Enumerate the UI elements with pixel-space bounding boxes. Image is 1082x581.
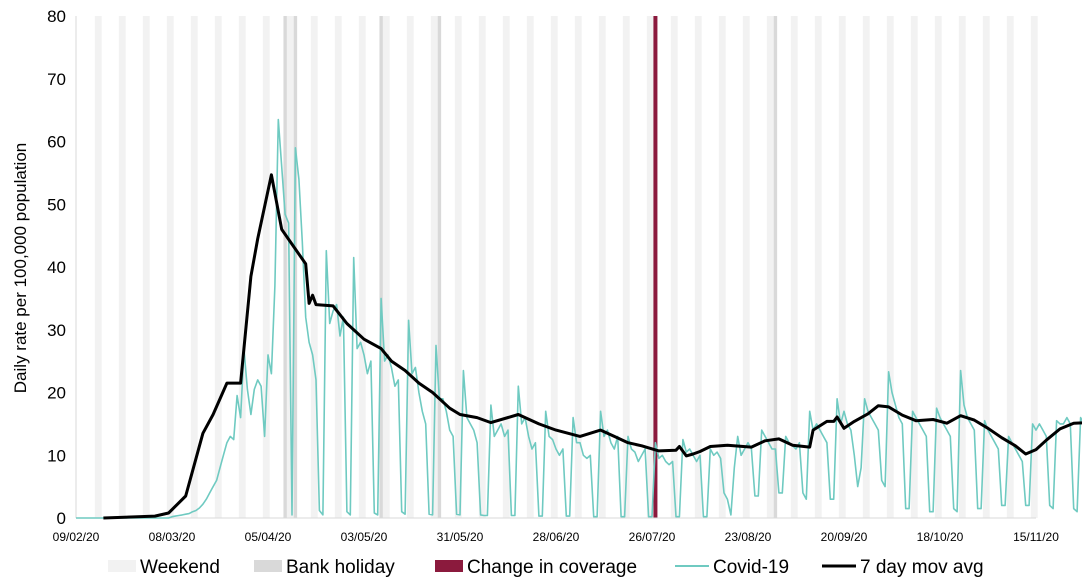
legend-swatch-2 [435,560,463,572]
y-tick-labels: 0 10 20 30 40 50 60 70 80 [47,7,66,528]
weekend-band [526,16,534,518]
legend-label: Covid-19 [713,557,789,578]
weekend-band [814,16,822,518]
weekend-band [118,16,126,518]
y-tick-label: 30 [47,321,66,340]
y-tick-label: 40 [47,258,66,277]
weekend-band [262,16,270,518]
weekend-band [790,16,798,518]
weekend-band [94,16,102,518]
x-tick-label: 28/06/20 [533,530,580,544]
legend-swatch-1 [254,560,282,572]
x-tick-label: 26/07/20 [629,530,676,544]
weekend-band [886,16,894,518]
weekend-band [646,16,654,518]
weekend-band [766,16,774,518]
coverage-change-line [653,16,658,518]
series-layer [76,118,1082,520]
weekend-band [622,16,630,518]
y-tick-label: 50 [47,195,66,214]
legend-label: Bank holiday [286,557,395,578]
legend-label: 7 day mov avg [860,557,984,578]
x-tick-label: 05/04/20 [245,530,292,544]
bank-holiday-band [773,16,778,518]
x-tick-label: 03/05/20 [341,530,388,544]
legend-swatch-0 [108,560,136,572]
y-tick-label: 10 [47,446,66,465]
weekend-band [214,16,222,518]
weekend-band [574,16,582,518]
weekend-band [358,16,366,518]
x-tick-label: 08/03/20 [149,530,196,544]
weekend-band [382,16,390,518]
7-day-moving-average-line [103,173,1082,520]
legend-label: Change in coverage [467,557,637,578]
weekend-band [838,16,846,518]
weekend-band [862,16,870,518]
weekend-band [142,16,150,518]
y-tick-label: 20 [47,384,66,403]
weekend-band [1030,16,1038,518]
weekend-band [934,16,942,518]
bank-holiday-band [293,16,298,518]
x-tick-label: 18/10/20 [917,530,964,544]
x-tick-label: 31/05/20 [437,530,484,544]
weekend-band [1006,16,1014,518]
weekend-band [550,16,558,518]
weekend-band [670,16,678,518]
bank-holiday-band [437,16,442,518]
weekend-band [502,16,510,518]
weekend-band [454,16,462,518]
weekend-band [742,16,750,518]
x-tick-label: 23/08/20 [725,530,772,544]
weekend-band [910,16,918,518]
y-axis-label: Daily rate per 100,000 population [11,143,30,393]
bank-holiday-band [283,16,287,518]
weekend-band [238,16,246,518]
weekend-band [958,16,966,518]
x-tick-labels: 09/02/20 08/03/20 05/04/20 03/05/20 31/05/20… [53,530,1060,544]
x-tick-label: 09/02/20 [53,530,100,544]
background-bands [94,16,1038,518]
y-tick-label: 60 [47,133,66,152]
weekend-band [430,16,438,518]
weekend-band [406,16,414,518]
weekend-band [334,16,342,518]
weekend-band [166,16,174,518]
weekend-band [982,16,990,518]
x-tick-label: 20/09/20 [821,530,868,544]
x-tick-label: 15/11/20 [1013,530,1059,544]
y-tick-label: 0 [57,509,66,528]
axes [75,16,1036,519]
covid-19-series-line [76,118,1082,519]
weekend-band [694,16,702,518]
legend: Weekend Bank holiday Change in coverage Cov… [108,557,984,578]
weekend-band [598,16,606,518]
weekend-band [478,16,486,518]
legend-label: Weekend [140,557,220,578]
weekend-band [286,16,294,518]
bank-holiday-band [379,16,383,518]
weekend-band [310,16,318,518]
y-tick-label: 70 [47,70,66,89]
weekend-band [718,16,726,518]
y-tick-label: 80 [47,7,66,26]
weekend-band [190,16,198,518]
